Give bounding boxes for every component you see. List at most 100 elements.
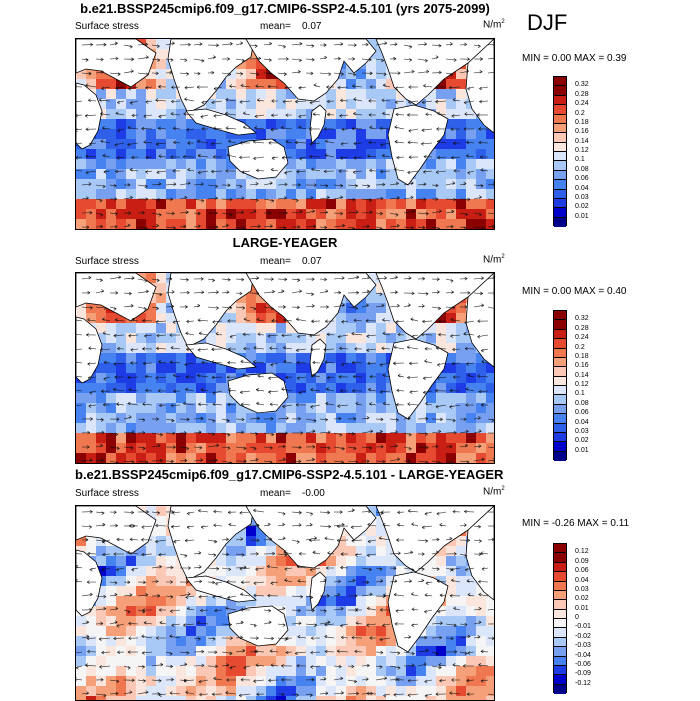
stress-field-cell bbox=[136, 646, 147, 657]
stress-field-cell bbox=[386, 89, 397, 100]
stress-field-cell bbox=[346, 606, 357, 617]
stress-field-cell bbox=[166, 209, 177, 220]
stress-field-cell bbox=[166, 433, 177, 444]
stress-field-cell bbox=[116, 453, 127, 463]
stress-field-cell bbox=[396, 433, 407, 444]
stress-field-cell bbox=[206, 423, 217, 434]
stress-field-cell bbox=[126, 616, 137, 627]
stress-field-cell bbox=[356, 79, 367, 90]
stress-field-cell bbox=[276, 423, 287, 434]
stress-field-cell bbox=[256, 109, 267, 120]
stress-field-cell bbox=[86, 626, 97, 637]
stress-field-cell bbox=[96, 189, 107, 200]
stress-field-cell bbox=[456, 686, 467, 697]
stress-field-cell bbox=[366, 353, 377, 364]
stress-field-cell bbox=[426, 159, 437, 170]
stress-field-cell bbox=[196, 219, 207, 229]
stress-field-cell bbox=[166, 393, 177, 404]
stress-field-cell bbox=[96, 626, 107, 637]
stress-field-cell bbox=[146, 199, 157, 210]
stress-field-cell bbox=[256, 79, 267, 90]
stress-field-cell bbox=[106, 169, 117, 180]
stress-field-cell bbox=[286, 209, 297, 220]
stress-field-cell bbox=[456, 566, 467, 577]
stress-field-cell bbox=[146, 423, 157, 434]
stress-field-cell bbox=[146, 89, 157, 100]
stress-field-cell bbox=[256, 303, 267, 314]
stress-field-cell bbox=[146, 149, 157, 160]
stress-field-cell bbox=[446, 363, 457, 374]
stress-field-cell bbox=[296, 179, 307, 190]
stress-field-cell bbox=[146, 556, 157, 567]
stress-field-cell bbox=[256, 696, 267, 700]
stress-field-cell bbox=[146, 686, 157, 697]
stress-field-cell bbox=[176, 343, 187, 354]
stress-field-cell bbox=[466, 403, 477, 414]
stress-field-cell bbox=[246, 546, 257, 557]
stress-field-cell bbox=[76, 403, 87, 414]
stress-field-cell bbox=[316, 139, 327, 150]
stress-field-cell bbox=[166, 646, 177, 657]
stress-field-cell bbox=[366, 363, 377, 374]
stress-field-cell bbox=[166, 696, 177, 700]
stress-field-cell bbox=[106, 626, 117, 637]
stress-field-cell bbox=[106, 676, 117, 687]
stress-field-cell bbox=[136, 383, 147, 394]
colorbar-box bbox=[554, 610, 566, 619]
stress-field-cell bbox=[456, 666, 467, 677]
colorbar-tick-label: -0.12 bbox=[575, 680, 591, 688]
stress-field-cell bbox=[166, 149, 177, 160]
stress-field-cell bbox=[216, 666, 227, 677]
stress-field-cell bbox=[396, 443, 407, 454]
colorbar-box bbox=[554, 433, 566, 442]
stress-field-cell bbox=[336, 313, 347, 324]
panel-1-map-field bbox=[76, 39, 494, 229]
stress-field-cell bbox=[276, 323, 287, 334]
stress-field-cell bbox=[126, 99, 137, 110]
stress-field-cell bbox=[356, 219, 367, 229]
colorbar-box bbox=[554, 405, 566, 414]
stress-field-cell bbox=[186, 433, 197, 444]
stress-field-cell bbox=[156, 69, 167, 80]
stress-field-cell bbox=[366, 373, 377, 384]
stress-field-cell bbox=[216, 656, 227, 667]
stress-field-cell bbox=[296, 616, 307, 627]
stress-field-cell bbox=[126, 596, 137, 607]
stress-field-cell bbox=[136, 169, 147, 180]
stress-field-cell bbox=[286, 363, 297, 374]
stress-field-cell bbox=[276, 443, 287, 454]
stress-field-cell bbox=[446, 686, 457, 697]
stress-field-cell bbox=[286, 596, 297, 607]
stress-field-cell bbox=[466, 139, 477, 150]
stress-field-cell bbox=[176, 666, 187, 677]
stress-field-cell bbox=[246, 526, 257, 537]
stress-field-cell bbox=[166, 99, 177, 110]
stress-field-cell bbox=[76, 696, 87, 700]
stress-field-cell bbox=[276, 596, 287, 607]
stress-field-cell bbox=[366, 536, 377, 547]
stress-field-cell bbox=[336, 219, 347, 229]
stress-field-cell bbox=[336, 686, 347, 697]
colorbar-box bbox=[554, 349, 566, 358]
stress-field-cell bbox=[316, 413, 327, 424]
stress-field-cell bbox=[256, 433, 267, 444]
stress-field-cell bbox=[216, 646, 227, 657]
stress-field-cell bbox=[456, 676, 467, 687]
stress-field-cell bbox=[226, 696, 237, 700]
colorbar-tick-label: 0.1 bbox=[575, 390, 585, 398]
colorbar-box bbox=[554, 161, 566, 170]
stress-field-cell bbox=[296, 189, 307, 200]
stress-field-cell bbox=[206, 596, 217, 607]
stress-field-cell bbox=[446, 626, 457, 637]
stress-field-cell bbox=[356, 393, 367, 404]
stress-field-cell bbox=[486, 393, 494, 404]
stress-field-cell bbox=[356, 179, 367, 190]
stress-field-cell bbox=[466, 596, 477, 607]
stress-field-cell bbox=[306, 383, 317, 394]
stress-field-cell bbox=[126, 159, 137, 170]
stress-field-cell bbox=[176, 169, 187, 180]
stress-field-cell bbox=[456, 616, 467, 627]
stress-field-cell bbox=[296, 109, 307, 120]
stress-field-cell bbox=[296, 443, 307, 454]
stress-field-cell bbox=[446, 383, 457, 394]
